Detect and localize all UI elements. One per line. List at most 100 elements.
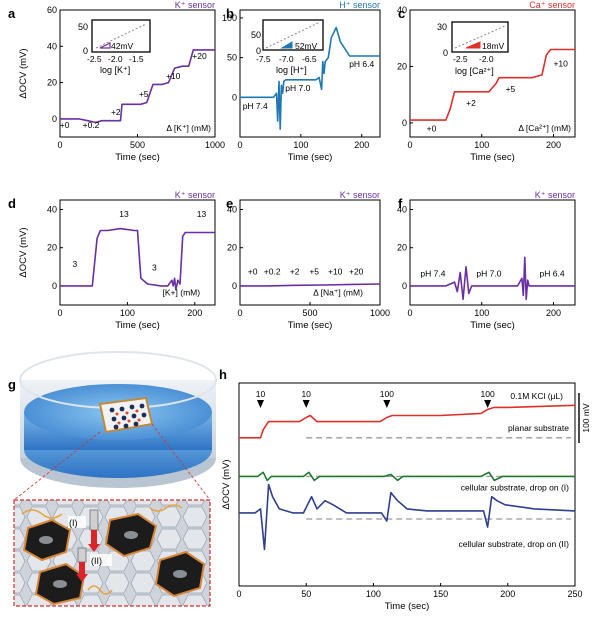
panel-d: d K⁺ sensor 0 100 200 0 20 40 Time (sec) ΔOCV (mV… — [8, 190, 216, 331]
x-tick-label-b: 0 — [237, 140, 242, 150]
panel-e: e K⁺ sensor 0 500 1000 0 20 40 Time (sec) +0 +0.2 +… — [226, 190, 390, 331]
panel-label-c: c — [398, 6, 405, 21]
x-tick-label-d: 200 — [187, 308, 202, 318]
arrow-label-2: 100 — [380, 389, 394, 399]
panel-label-h: h — [219, 367, 227, 382]
inset-c-ytick-bottom: 0 — [443, 48, 448, 58]
panel-b: b H⁺ sensor 0 100 200 0 50 100 Time (sec) pH 7.4 p… — [222, 0, 381, 163]
x-tick-label-e: 1000 — [370, 308, 390, 318]
x-axis-label-c: Time (sec) — [470, 152, 515, 163]
scalebar-label-h: 100 mV — [581, 403, 591, 433]
series-line-h-0 — [239, 404, 575, 439]
data-label-d-4: [K+] (mM) — [163, 287, 201, 297]
inset-c-ytick-top: 30 — [437, 22, 447, 32]
data-label-e-3: +5 — [309, 266, 319, 276]
panel-g: g — [8, 351, 217, 607]
data-label-d-2: 3 — [152, 263, 157, 273]
inset-a-xtick-1: -2.0 — [108, 54, 123, 64]
inset-a-slope-label: 42mV — [111, 41, 134, 51]
y-tick-label-a: 40 — [47, 41, 57, 51]
zoom-box-frame — [13, 499, 211, 607]
y-tick-label-b: 100 — [222, 13, 237, 23]
zoom-electrodes — [22, 512, 206, 606]
panel-label-a: a — [8, 6, 16, 21]
x-tick-label-c: 100 — [474, 140, 489, 150]
arrow-marker-0 — [257, 400, 265, 408]
arrow-label-0: 10 — [256, 389, 266, 399]
x-tick-label-h: 250 — [567, 589, 582, 599]
inset-c-slope-label: 18mV — [482, 41, 505, 51]
y-tick-label-d: 0 — [52, 281, 57, 291]
inset-b-ytick-top: 50 — [251, 30, 261, 40]
label-drop-II: (II) — [91, 556, 102, 566]
series-line-b-0 — [240, 26, 380, 130]
series-line-h-2 — [239, 483, 575, 551]
x-tick-label-h: 150 — [433, 589, 448, 599]
inset-a-fit-line — [95, 23, 147, 49]
x-tick-label-f: 0 — [407, 308, 412, 318]
data-label-e-2: +2 — [290, 266, 300, 276]
data-label-f-2: pH 6.4 — [540, 268, 565, 278]
series-line-d-0 — [60, 227, 215, 291]
data-label-c-3: +10 — [553, 58, 568, 68]
x-tick-label-b: 200 — [354, 140, 369, 150]
y-tick-label-b: 0 — [232, 92, 237, 102]
data-label-c-0: +0 — [427, 123, 437, 133]
y-axis-label-d: ΔOCV (mV) — [18, 227, 29, 277]
y-tick-label-d: 20 — [47, 243, 57, 253]
chart-title-e: K⁺ sensor — [340, 190, 380, 200]
arrow-marker-2 — [383, 400, 391, 408]
y-tick-label-f: 20 — [397, 243, 407, 253]
label-drop-I: (I) — [69, 518, 78, 528]
inset-c-xtick-0: -2.5 — [453, 54, 468, 64]
inset-c-slope-triangle — [465, 41, 481, 49]
series-line-c-0 — [410, 48, 575, 121]
x-axis-label-h: Time (sec) — [385, 601, 430, 612]
panel-h: h 0 50 100 150 200 250 Time (sec) ΔOCV (mV) plana… — [219, 367, 591, 612]
data-label-a-3: +5 — [139, 89, 149, 99]
label-II-bg — [90, 554, 112, 566]
arrow-marker-1 — [302, 400, 310, 408]
drop-pipette-I — [88, 509, 100, 552]
annotation-c: Δ [Ca²⁺] (mM) — [518, 123, 571, 133]
y-tick-label-c: 40 — [397, 5, 407, 15]
plot-frame-b — [239, 9, 381, 138]
x-tick-label-a: 1000 — [205, 140, 225, 150]
legend-text-h: 0.1M KCl (μL) — [510, 391, 563, 401]
x-tick-label-f: 100 — [474, 308, 489, 318]
callout-line-right — [151, 423, 211, 501]
inset-a: 50 0 42mV -2.5 -2.0 -1.5 log [K⁺] — [78, 19, 151, 75]
y-tick-label-a: 0 — [52, 114, 57, 124]
y-tick-label-a: 20 — [47, 78, 57, 88]
plot-frame-c — [409, 9, 576, 138]
data-label-a-1: +0.2 — [83, 120, 100, 130]
series-line-a-0 — [60, 49, 215, 124]
x-tick-label-d: 100 — [120, 308, 135, 318]
y-tick-label-c: 20 — [397, 61, 407, 71]
inset-a-xtick-2: -1.5 — [129, 54, 144, 64]
x-tick-label-a: 0 — [57, 140, 62, 150]
inset-c: 30 0 18mV -2.5 -2.0 log [Ca²⁺] — [437, 21, 509, 76]
data-label-d-3: 13 — [197, 209, 207, 219]
y-axis-label-h: ΔOCV (mV) — [221, 459, 232, 509]
x-axis-label-e: Time (sec) — [288, 320, 333, 331]
y-tick-label-d: 40 — [47, 205, 57, 215]
y-axis-label-a: ΔOCV (mV) — [18, 48, 29, 98]
x-tick-label-c: 200 — [546, 140, 561, 150]
inset-a-ytick-top: 50 — [78, 22, 88, 32]
panel-g-label: g — [8, 377, 16, 392]
data-label-a-5: +20 — [192, 51, 207, 61]
inset-b: 50 0 52mV -7.5 -7.0 -6.5 log [H⁺] — [251, 19, 324, 75]
inset-b-slope-label: 52mV — [295, 41, 318, 51]
inset-b-fit-line — [265, 21, 321, 49]
inset-a-slope-triangle — [99, 42, 111, 49]
x-axis-label-f: Time (sec) — [470, 320, 515, 331]
x-tick-label-h: 0 — [236, 589, 241, 599]
y-tick-label-f: 40 — [397, 205, 407, 215]
series-line-e-0 — [240, 283, 380, 287]
data-label-d-0: 3 — [72, 259, 77, 269]
callout-line-left — [13, 431, 101, 501]
label-I-bg — [68, 516, 86, 528]
